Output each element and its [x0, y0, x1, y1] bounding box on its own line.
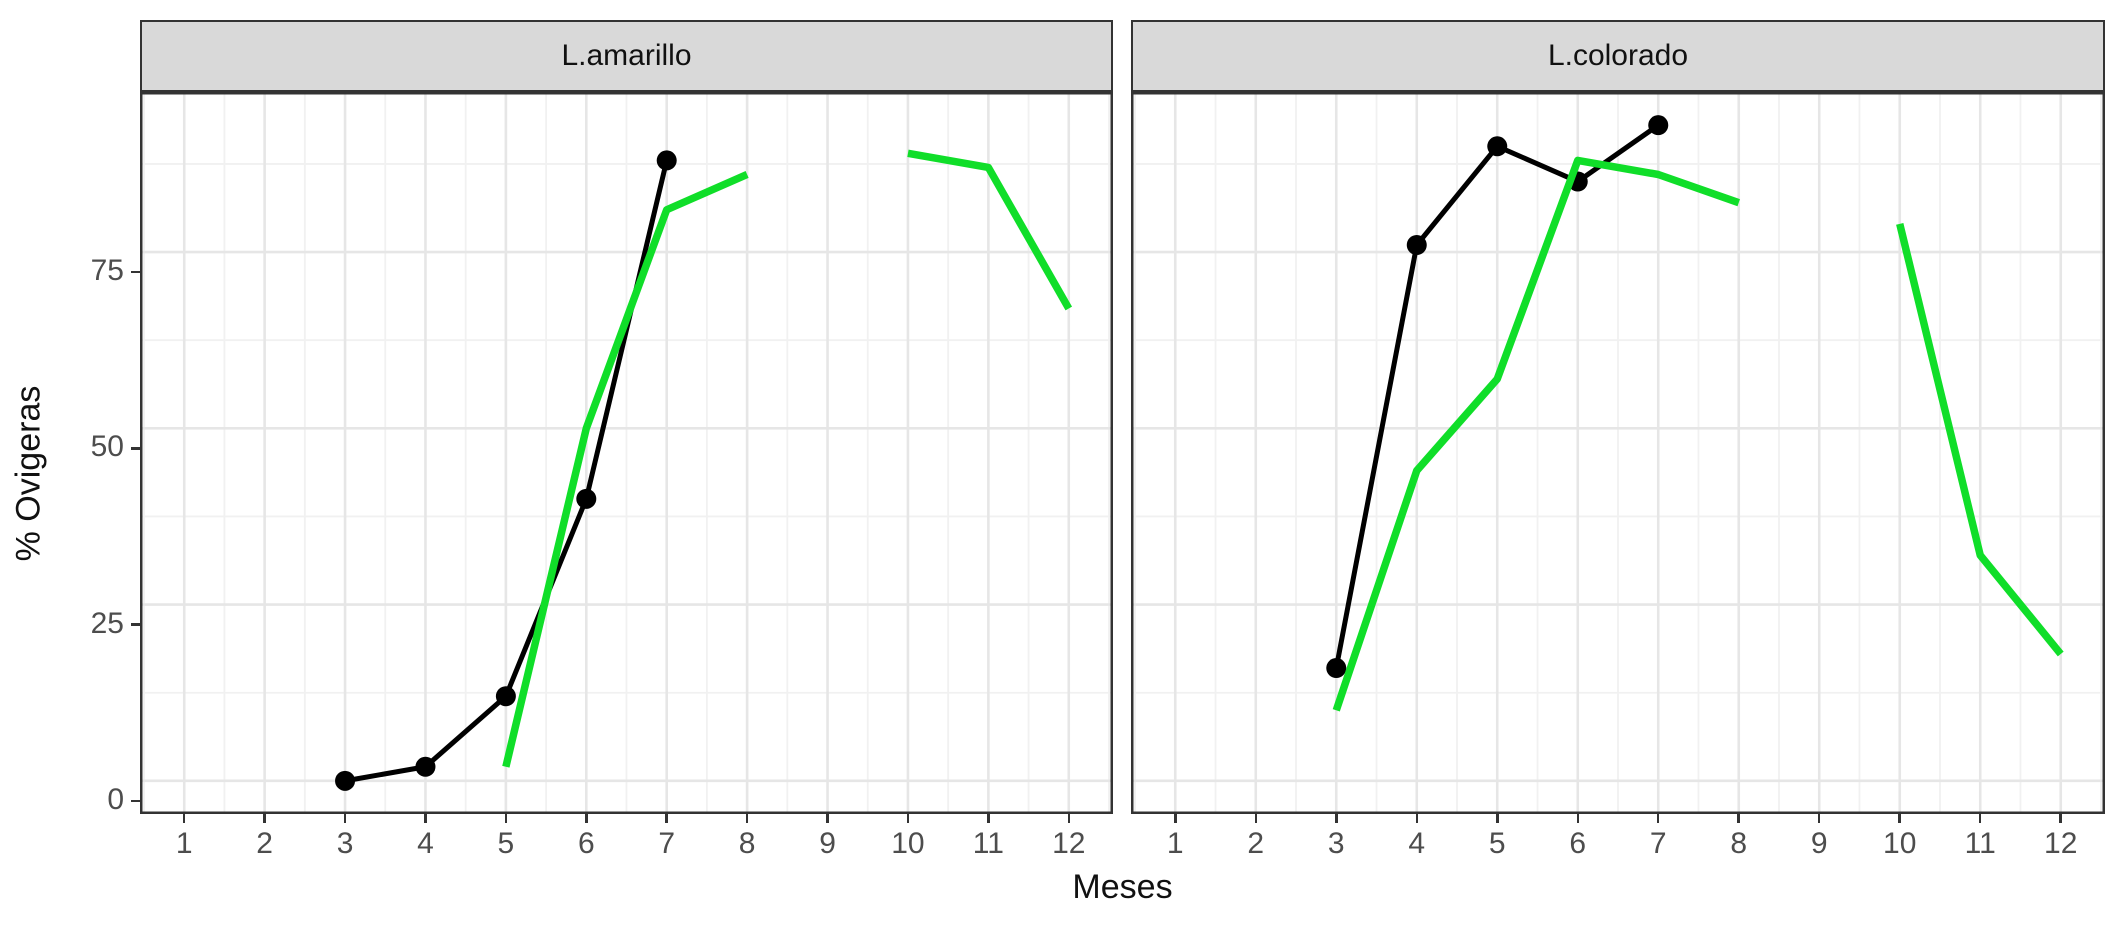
facet-strip-label: L.colorado	[1547, 39, 1689, 72]
x-tick-mark	[1576, 814, 1579, 823]
x-tick-mark	[1978, 814, 1982, 823]
data-point	[1487, 136, 1508, 157]
x-tick-label: 5	[497, 827, 515, 860]
x-axis-title: Meses	[140, 868, 2105, 907]
x-tick-mark	[424, 814, 427, 823]
x-tick-label: 1	[1166, 827, 1184, 860]
facet-strip: L.amarillo	[140, 20, 1113, 92]
y-tick-mark	[131, 447, 140, 450]
x-tick-label: 7	[1649, 827, 1667, 860]
data-point	[415, 756, 436, 777]
data-point	[335, 770, 356, 791]
facet-strip-label: L.amarillo	[561, 39, 692, 72]
x-tick-mark	[826, 814, 829, 823]
data-point	[656, 150, 677, 171]
x-tick-mark	[665, 814, 668, 823]
y-tick-label: 50	[90, 430, 124, 464]
x-axis-title-text: Meses	[1072, 868, 1173, 906]
x-tick-label: 2	[256, 827, 273, 860]
x-tick-label: 8	[738, 827, 756, 860]
data-point	[1406, 235, 1427, 256]
x-tick-mark	[987, 814, 990, 823]
data-point	[576, 488, 597, 509]
x-tick-mark	[182, 814, 186, 823]
panel-border	[140, 92, 1113, 814]
x-tick-label: 3	[336, 827, 354, 860]
x-tick-label: 6	[577, 827, 595, 860]
x-axis: 1 2 3 4 5 6 7 8 9 10 11 12	[140, 814, 1113, 884]
green-line	[502, 171, 749, 768]
green-line	[907, 149, 1073, 311]
green-line	[1896, 222, 2064, 657]
x-tick-mark	[1174, 814, 1177, 823]
x-tick-mark	[1898, 814, 1901, 823]
y-tick-mark	[131, 623, 140, 626]
x-tick-label: 10	[891, 827, 925, 860]
x-tick-mark	[504, 814, 508, 823]
x-tick-label: 12	[2044, 827, 2078, 860]
green-line	[1332, 156, 1740, 712]
x-tick-label: 7	[658, 827, 676, 860]
x-tick-label: 11	[1964, 827, 1996, 860]
x-tick-label: 10	[1883, 827, 1917, 860]
x-tick-label: 9	[819, 827, 836, 860]
y-tick-label: 0	[107, 782, 124, 816]
x-axis: 1 2 3 4 5 6 7 8 9 10 11 12	[1131, 814, 2105, 884]
facet-panel-l-colorado: L.colorado 1 2 3 4 5 6 7 8 9 10 11 12	[1131, 20, 2105, 920]
x-tick-label: 1	[175, 827, 193, 860]
x-tick-mark	[1254, 814, 1258, 823]
x-tick-label: 5	[1488, 827, 1506, 860]
x-tick-label: 2	[1247, 827, 1265, 860]
data-point	[1326, 658, 1347, 679]
y-tick-mark	[131, 270, 140, 274]
x-tick-mark	[263, 814, 266, 823]
x-tick-label: 4	[417, 827, 434, 860]
x-tick-label: 8	[1730, 827, 1748, 860]
x-tick-mark	[906, 814, 910, 823]
x-tick-mark	[585, 814, 588, 823]
x-tick-label: 11	[972, 827, 1004, 860]
x-tick-mark	[1817, 814, 1821, 823]
plot-area	[1131, 92, 2105, 814]
plot-area	[140, 92, 1113, 814]
x-tick-mark	[343, 814, 347, 823]
data-point	[1648, 115, 1669, 136]
x-tick-mark	[1335, 814, 1338, 823]
data-point	[495, 686, 516, 707]
panel-border	[1131, 92, 2105, 814]
x-tick-mark	[1737, 814, 1740, 823]
y-tick-label: 75	[90, 254, 124, 288]
x-tick-mark	[1067, 814, 1071, 823]
x-tick-mark	[1496, 814, 1499, 823]
facet-panel-l-amarillo: L.amarillo 1 2 3 4 5 6 7 8 9 10 11 12	[140, 20, 1113, 920]
x-tick-mark	[745, 814, 749, 823]
x-tick-label: 9	[1810, 827, 1828, 860]
x-tick-label: 4	[1408, 827, 1426, 860]
y-axis: 0 25 50 75	[0, 112, 140, 834]
x-tick-label: 12	[1052, 827, 1086, 860]
x-tick-mark	[2059, 814, 2062, 823]
y-tick-label: 25	[90, 606, 124, 640]
facet-strip: L.colorado	[1131, 20, 2105, 92]
x-tick-mark	[1415, 814, 1418, 823]
x-tick-label: 3	[1327, 827, 1345, 860]
x-tick-label: 6	[1569, 827, 1587, 860]
x-tick-mark	[1656, 814, 1660, 823]
y-tick-mark	[131, 799, 140, 803]
